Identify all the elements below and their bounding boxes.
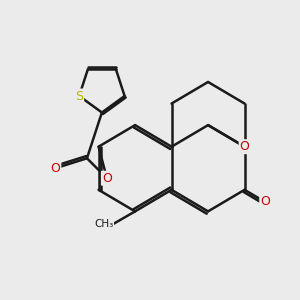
Text: O: O xyxy=(102,172,112,185)
Text: S: S xyxy=(75,89,83,103)
Text: CH₃: CH₃ xyxy=(94,219,113,229)
Text: O: O xyxy=(240,140,250,153)
Text: O: O xyxy=(260,196,270,208)
Text: O: O xyxy=(50,162,60,175)
